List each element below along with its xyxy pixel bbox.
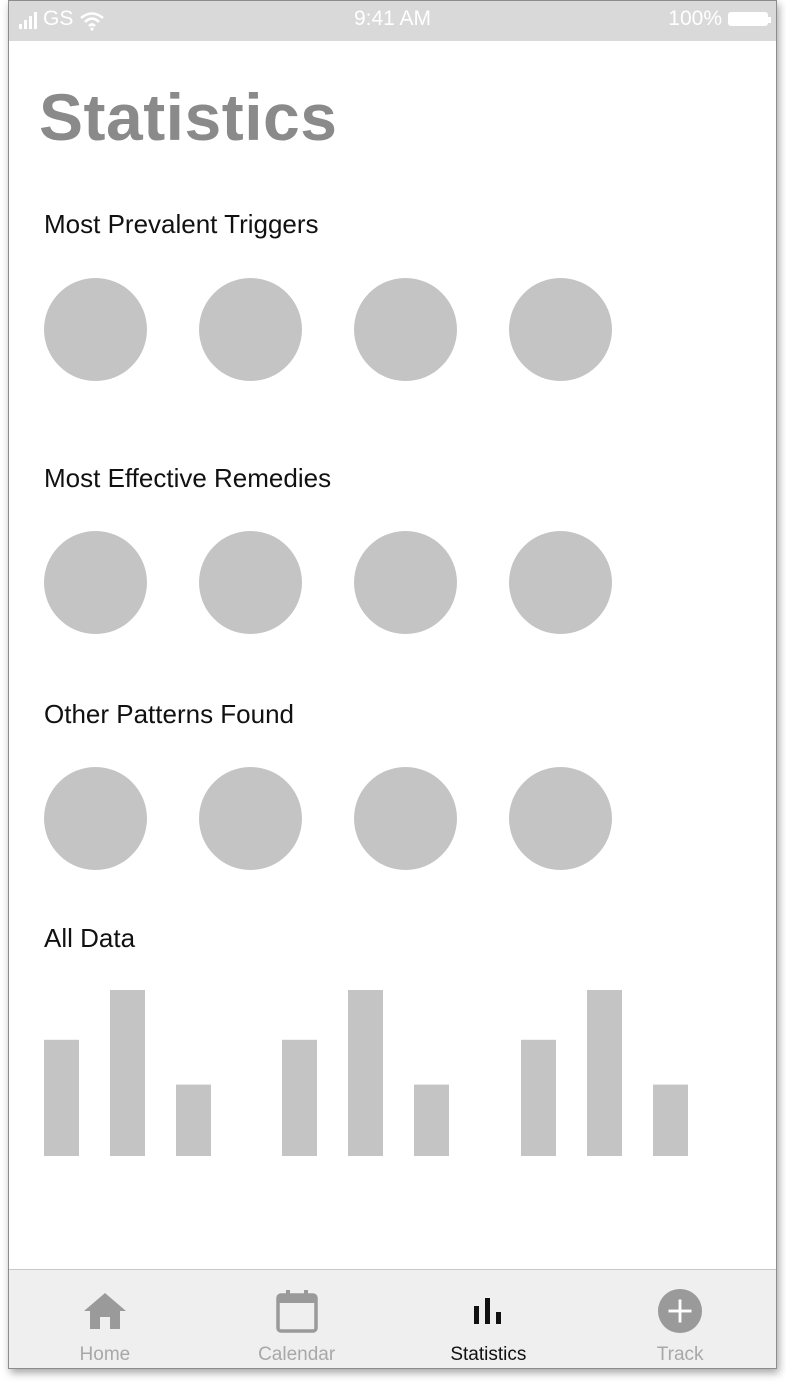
battery-icon <box>728 12 771 26</box>
status-right: 100% <box>668 7 771 31</box>
calendar-icon <box>274 1288 320 1334</box>
remedy-placeholder[interactable] <box>44 531 147 634</box>
chart-bar <box>653 1084 688 1156</box>
section-title-triggers: Most Prevalent Triggers <box>44 209 319 239</box>
remedy-placeholder[interactable] <box>354 531 457 634</box>
status-time: 9:41 AM <box>353 7 432 30</box>
phone-screen: GS 9:41 AM 100% Statistics Most Prevalen… <box>8 0 777 1369</box>
tab-track[interactable]: Track <box>584 1270 776 1368</box>
section-title-patterns: Other Patterns Found <box>44 699 295 729</box>
status-left: GS <box>19 7 105 31</box>
section-title-all-data: All Data <box>44 923 136 953</box>
remedy-placeholder[interactable] <box>509 531 612 634</box>
chart-bar <box>348 990 383 1156</box>
chart-bar <box>521 1039 556 1156</box>
chart-bar <box>414 1084 449 1156</box>
bar-chart-icon <box>465 1288 511 1334</box>
tab-track-label: Track <box>656 1344 704 1365</box>
remedy-placeholder[interactable] <box>199 531 302 634</box>
battery-percent: 100% <box>668 7 722 30</box>
tab-calendar-label: Calendar <box>258 1344 336 1365</box>
wifi-icon <box>80 12 105 31</box>
trigger-placeholder[interactable] <box>44 278 147 381</box>
chart-bar <box>110 990 145 1156</box>
tab-statistics-label: Statistics <box>450 1344 527 1365</box>
pattern-placeholder[interactable] <box>509 767 612 870</box>
chart-bar <box>282 1039 317 1156</box>
tab-home[interactable]: Home <box>9 1270 201 1368</box>
tab-calendar[interactable]: Calendar <box>201 1270 393 1368</box>
pattern-placeholder[interactable] <box>354 767 457 870</box>
patterns-row <box>44 767 612 870</box>
chart-bar <box>44 1039 79 1156</box>
home-icon <box>82 1288 128 1334</box>
tab-statistics[interactable]: Statistics <box>393 1270 585 1368</box>
trigger-placeholder[interactable] <box>509 278 612 381</box>
carrier-label: GS <box>43 7 74 30</box>
section-title-remedies: Most Effective Remedies <box>44 463 332 493</box>
tab-home-label: Home <box>79 1344 131 1365</box>
chart-bar <box>176 1084 211 1156</box>
signal-icon <box>19 11 37 29</box>
pattern-placeholder[interactable] <box>199 767 302 870</box>
status-bar: GS 9:41 AM 100% <box>9 1 776 41</box>
all-data-chart <box>44 990 688 1156</box>
page-title: Statistics <box>39 80 338 154</box>
plus-circle-icon <box>657 1288 703 1334</box>
remedies-row <box>44 531 612 634</box>
triggers-row <box>44 278 612 381</box>
chart-bar <box>587 990 622 1156</box>
trigger-placeholder[interactable] <box>199 278 302 381</box>
tab-bar: Home Calendar Statistics <box>9 1269 776 1368</box>
pattern-placeholder[interactable] <box>44 767 147 870</box>
trigger-placeholder[interactable] <box>354 278 457 381</box>
